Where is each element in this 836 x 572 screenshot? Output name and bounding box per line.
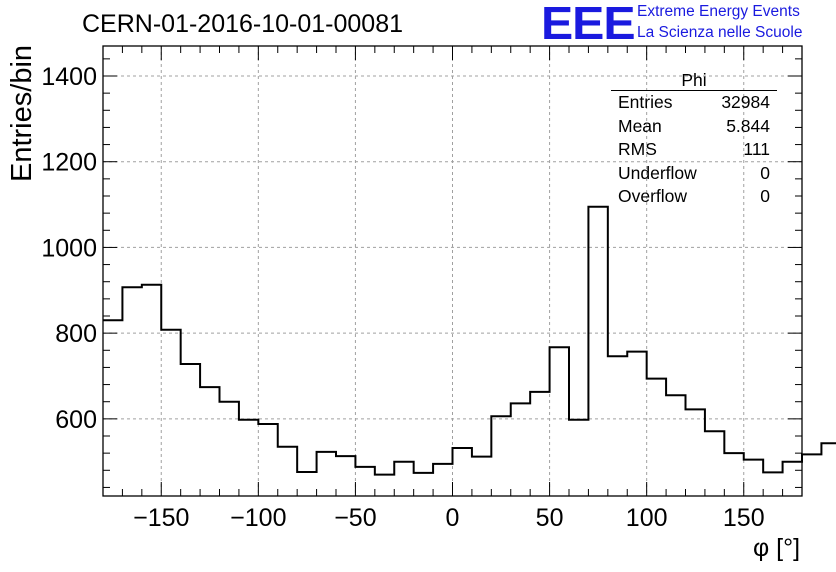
- axis-ticks: [102, 46, 803, 496]
- histogram-bin: [705, 431, 724, 496]
- stats-row-mean: Mean 5.844: [611, 115, 777, 139]
- histogram-bin: [433, 464, 452, 496]
- histogram-bin: [588, 207, 607, 496]
- histogram-bin: [453, 448, 472, 496]
- run-title: CERN-01-2016-10-01-00081: [82, 10, 404, 38]
- histogram-bin: [802, 454, 821, 496]
- histogram-bins: [103, 205, 836, 496]
- histogram-bin: [258, 424, 277, 496]
- histogram-outline: [103, 205, 836, 476]
- eee-logo: EEE: [541, 0, 636, 49]
- y-tick-label: 1200: [41, 149, 97, 177]
- stats-title: Phi: [611, 70, 777, 91]
- histogram-bin: [763, 472, 782, 496]
- stats-value: 0: [760, 186, 770, 206]
- stats-value: 32984: [721, 92, 770, 112]
- y-tick-label: 600: [55, 406, 97, 434]
- stats-label: Mean: [618, 115, 662, 136]
- stats-value: 111: [743, 139, 770, 159]
- x-axis-label: φ [°]: [753, 534, 801, 562]
- logo-line-1: Extreme Energy Events: [637, 3, 800, 20]
- histogram-bin: [220, 402, 239, 496]
- histogram-bin: [297, 472, 316, 496]
- histogram-bin: [511, 403, 530, 496]
- histogram-bin: [666, 395, 685, 496]
- histogram-bin: [181, 364, 200, 496]
- stats-row-entries: Entries 32984: [611, 91, 777, 115]
- histogram-bin: [394, 462, 413, 496]
- histogram-bin: [336, 456, 355, 496]
- histogram-bin: [355, 467, 374, 496]
- stats-row-overflow: Overflow 0: [611, 185, 777, 209]
- stats-row-rms: RMS 111: [611, 138, 777, 162]
- histogram-bin: [627, 352, 646, 496]
- stats-value: 5.844: [726, 115, 770, 136]
- stats-row-underflow: Underflow 0: [611, 162, 777, 186]
- stats-box: Phi Entries 32984 Mean 5.844 RMS 111 Und…: [611, 70, 777, 209]
- histogram-bin: [317, 452, 336, 496]
- histogram-bin: [142, 285, 161, 496]
- grid-lines: [103, 46, 802, 496]
- histogram-bin: [200, 387, 219, 496]
- y-tick-label: 1000: [41, 234, 97, 262]
- histogram-bin: [744, 460, 763, 496]
- histogram-bin: [821, 443, 836, 496]
- histogram-bin: [608, 356, 627, 496]
- x-tick-label: 0: [446, 504, 460, 532]
- x-tick-label: −50: [334, 504, 376, 532]
- histogram-bin: [161, 330, 180, 496]
- stats-label: RMS: [618, 139, 657, 159]
- histogram-bin: [491, 416, 510, 496]
- x-tick-label: 50: [536, 504, 564, 532]
- histogram-bin: [278, 447, 297, 496]
- histogram-bin: [414, 473, 433, 496]
- y-tick-label: 1400: [41, 63, 97, 91]
- y-tick-label: 800: [55, 320, 97, 348]
- histogram-bin: [472, 457, 491, 496]
- histogram-bin: [724, 453, 743, 496]
- histogram-bin: [530, 392, 549, 496]
- stats-label: Entries: [618, 92, 673, 112]
- histogram-bin: [122, 287, 141, 496]
- stats-label: Overflow: [618, 186, 688, 206]
- histogram-bin: [375, 475, 394, 496]
- stats-value: 0: [760, 162, 770, 183]
- histogram-bin: [239, 420, 258, 496]
- x-tick-label: −100: [230, 504, 286, 532]
- histogram-bin: [103, 320, 122, 496]
- x-tick-label: 100: [626, 504, 668, 532]
- histogram-bin: [569, 420, 588, 496]
- tick-labels: −150 −100 −50 0 50 100 150 600 800 1000 1200 1400: [41, 63, 764, 532]
- histogram-bin: [783, 462, 802, 496]
- stats-label: Underflow: [618, 162, 697, 183]
- x-tick-label: 150: [723, 504, 765, 532]
- histogram-bin: [686, 409, 705, 496]
- histogram-bin: [647, 379, 666, 496]
- histogram-bin: [550, 347, 569, 496]
- y-axis-label: Entries/bin: [6, 44, 38, 182]
- x-tick-label: −150: [133, 504, 189, 532]
- logo-line-2: La Scienza nelle Scuole: [637, 24, 803, 41]
